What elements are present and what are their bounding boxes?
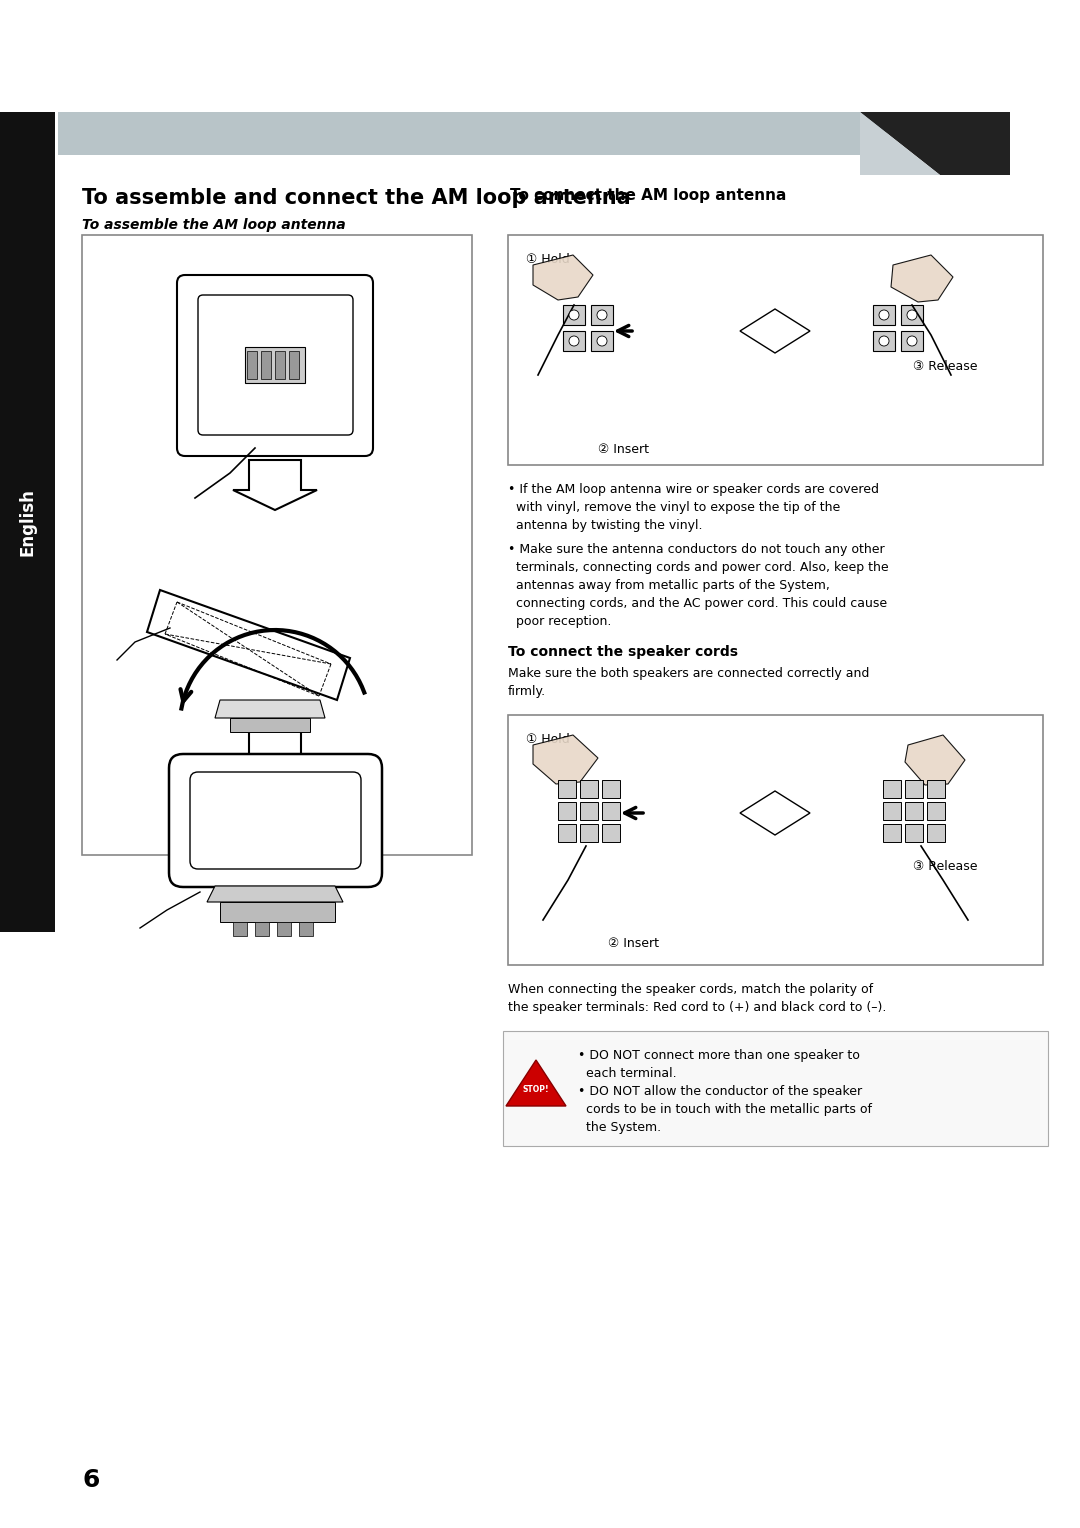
- Text: 6: 6: [82, 1468, 99, 1491]
- Polygon shape: [207, 886, 343, 902]
- Circle shape: [569, 336, 579, 345]
- FancyBboxPatch shape: [883, 779, 901, 798]
- Polygon shape: [860, 112, 940, 176]
- FancyBboxPatch shape: [927, 802, 945, 821]
- FancyBboxPatch shape: [602, 779, 620, 798]
- FancyBboxPatch shape: [247, 351, 257, 379]
- Text: • DO NOT connect more than one speaker to: • DO NOT connect more than one speaker t…: [578, 1050, 860, 1062]
- Text: with vinyl, remove the vinyl to expose the tip of the: with vinyl, remove the vinyl to expose t…: [508, 501, 840, 513]
- Text: ② Insert: ② Insert: [608, 937, 659, 950]
- Polygon shape: [534, 255, 593, 299]
- FancyBboxPatch shape: [198, 295, 353, 435]
- Text: antenna by twisting the vinyl.: antenna by twisting the vinyl.: [508, 520, 702, 532]
- Polygon shape: [507, 1060, 566, 1106]
- Text: the speaker terminals: Red cord to (+) and black cord to (–).: the speaker terminals: Red cord to (+) a…: [508, 1001, 887, 1015]
- FancyBboxPatch shape: [233, 921, 247, 937]
- Text: English: English: [18, 487, 36, 556]
- Text: each terminal.: each terminal.: [578, 1067, 677, 1080]
- Text: Make sure the both speakers are connected correctly and: Make sure the both speakers are connecte…: [508, 668, 869, 680]
- Text: ③ Release: ③ Release: [913, 361, 977, 373]
- FancyBboxPatch shape: [883, 824, 901, 842]
- FancyBboxPatch shape: [289, 351, 299, 379]
- FancyBboxPatch shape: [591, 332, 613, 351]
- Text: poor reception.: poor reception.: [508, 614, 611, 628]
- Polygon shape: [534, 735, 598, 784]
- FancyBboxPatch shape: [245, 347, 305, 384]
- Circle shape: [907, 310, 917, 319]
- FancyBboxPatch shape: [177, 275, 373, 455]
- FancyBboxPatch shape: [558, 779, 576, 798]
- FancyBboxPatch shape: [508, 235, 1043, 465]
- Text: cords to be in touch with the metallic parts of: cords to be in touch with the metallic p…: [578, 1103, 872, 1115]
- FancyBboxPatch shape: [503, 1031, 1048, 1146]
- Polygon shape: [233, 730, 318, 779]
- Circle shape: [879, 310, 889, 319]
- FancyBboxPatch shape: [255, 921, 269, 937]
- FancyBboxPatch shape: [558, 824, 576, 842]
- FancyBboxPatch shape: [602, 824, 620, 842]
- FancyBboxPatch shape: [230, 718, 310, 732]
- FancyBboxPatch shape: [220, 902, 335, 921]
- Text: To assemble the AM loop antenna: To assemble the AM loop antenna: [82, 219, 346, 232]
- Text: firmly.: firmly.: [508, 685, 546, 698]
- Polygon shape: [215, 700, 325, 718]
- FancyBboxPatch shape: [905, 824, 923, 842]
- FancyBboxPatch shape: [563, 332, 585, 351]
- Text: ① Hold: ① Hold: [526, 733, 570, 746]
- FancyBboxPatch shape: [190, 772, 361, 869]
- Polygon shape: [740, 792, 810, 834]
- Polygon shape: [905, 735, 966, 785]
- FancyBboxPatch shape: [580, 824, 598, 842]
- FancyBboxPatch shape: [275, 351, 285, 379]
- FancyBboxPatch shape: [901, 306, 923, 325]
- Text: connecting cords, and the AC power cord. This could cause: connecting cords, and the AC power cord.…: [508, 597, 887, 610]
- FancyBboxPatch shape: [508, 715, 1043, 966]
- Circle shape: [569, 310, 579, 319]
- Text: • If the AM loop antenna wire or speaker cords are covered: • If the AM loop antenna wire or speaker…: [508, 483, 879, 497]
- Circle shape: [879, 336, 889, 345]
- Polygon shape: [740, 309, 810, 353]
- FancyBboxPatch shape: [580, 802, 598, 821]
- Text: To connect the AM loop antenna: To connect the AM loop antenna: [510, 188, 786, 203]
- FancyBboxPatch shape: [602, 802, 620, 821]
- Polygon shape: [233, 460, 318, 510]
- Polygon shape: [891, 255, 953, 303]
- FancyBboxPatch shape: [905, 802, 923, 821]
- FancyBboxPatch shape: [927, 824, 945, 842]
- FancyBboxPatch shape: [873, 332, 895, 351]
- Text: • DO NOT allow the conductor of the speaker: • DO NOT allow the conductor of the spea…: [578, 1085, 862, 1099]
- FancyBboxPatch shape: [901, 332, 923, 351]
- Text: terminals, connecting cords and power cord. Also, keep the: terminals, connecting cords and power co…: [508, 561, 889, 575]
- Text: ② Insert: ② Insert: [598, 443, 649, 455]
- Text: STOP!: STOP!: [523, 1085, 550, 1094]
- Text: ③ Release: ③ Release: [913, 860, 977, 872]
- FancyBboxPatch shape: [558, 802, 576, 821]
- Circle shape: [597, 336, 607, 345]
- FancyBboxPatch shape: [563, 306, 585, 325]
- Text: When connecting the speaker cords, match the polarity of: When connecting the speaker cords, match…: [508, 983, 873, 996]
- FancyBboxPatch shape: [261, 351, 271, 379]
- FancyBboxPatch shape: [580, 779, 598, 798]
- FancyBboxPatch shape: [0, 112, 55, 932]
- Text: the System.: the System.: [578, 1122, 661, 1134]
- Polygon shape: [58, 112, 900, 154]
- Text: antennas away from metallic parts of the System,: antennas away from metallic parts of the…: [508, 579, 829, 591]
- Circle shape: [907, 336, 917, 345]
- FancyBboxPatch shape: [299, 921, 313, 937]
- FancyBboxPatch shape: [276, 921, 291, 937]
- FancyBboxPatch shape: [927, 779, 945, 798]
- FancyBboxPatch shape: [883, 802, 901, 821]
- FancyBboxPatch shape: [82, 235, 472, 856]
- Text: ① Hold: ① Hold: [526, 254, 570, 266]
- FancyBboxPatch shape: [905, 779, 923, 798]
- Text: To assemble and connect the AM loop antenna: To assemble and connect the AM loop ante…: [82, 188, 631, 208]
- Text: To connect the speaker cords: To connect the speaker cords: [508, 645, 738, 659]
- FancyBboxPatch shape: [873, 306, 895, 325]
- FancyBboxPatch shape: [591, 306, 613, 325]
- Polygon shape: [860, 112, 1010, 176]
- Circle shape: [597, 310, 607, 319]
- Polygon shape: [147, 590, 350, 700]
- Text: • Make sure the antenna conductors do not touch any other: • Make sure the antenna conductors do no…: [508, 542, 885, 556]
- FancyBboxPatch shape: [168, 753, 382, 886]
